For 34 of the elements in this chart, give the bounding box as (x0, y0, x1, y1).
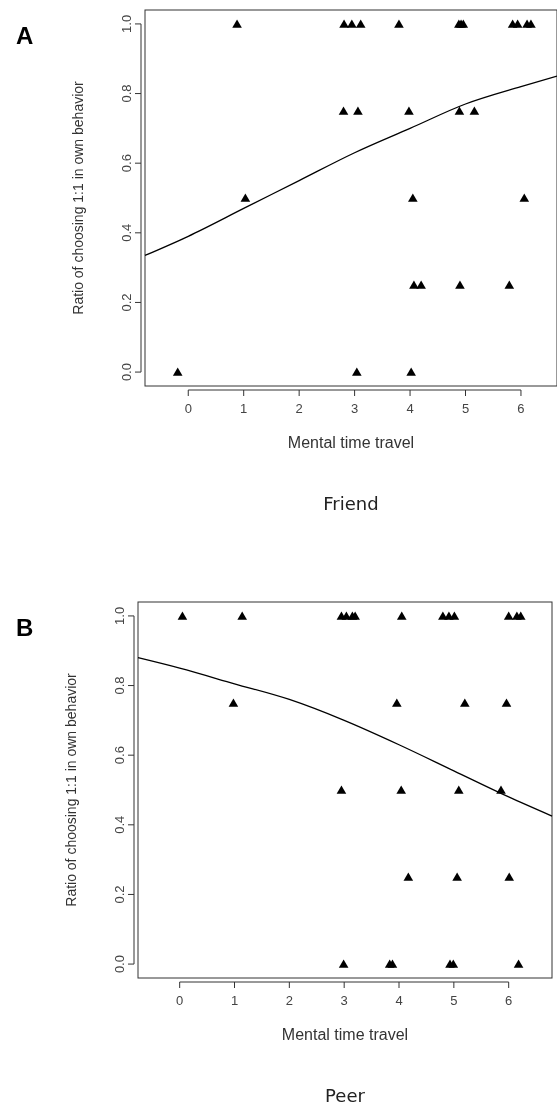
x-tick-label: 3 (340, 993, 348, 1008)
text: Friend (323, 493, 379, 514)
x-tick-label: 3 (350, 401, 359, 416)
y-tick-label: 0.4 (112, 815, 127, 834)
x-tick-label: 5 (450, 993, 458, 1008)
y-tick-label: 0.8 (112, 676, 127, 695)
y-tick-label: 1.0 (112, 606, 127, 625)
x-tick-label: 6 (517, 401, 525, 416)
text: Peer (325, 1085, 366, 1106)
y-tick-label: 1.0 (119, 14, 134, 33)
text: A (16, 22, 34, 49)
x-axis-title: Mental time travel (287, 434, 415, 451)
y-tick-label: 0.4 (119, 223, 134, 242)
y-tick-label: 0.2 (119, 293, 134, 312)
y-tick-label: 0.6 (112, 746, 127, 765)
x-tick-label: 2 (295, 401, 303, 416)
x-tick-label: 2 (285, 993, 293, 1008)
x-tick-label: 4 (406, 401, 414, 416)
y-tick-label: 0.0 (119, 363, 134, 382)
y-axis-title: Ratio of choosing 1:1 in own behavior (70, 80, 86, 315)
x-tick-label: 6 (505, 993, 513, 1008)
x-tick-label: 5 (461, 401, 470, 416)
y-axis-title: Ratio of choosing 1:1 in own behavior (63, 672, 79, 907)
x-tick-label: 4 (395, 993, 403, 1008)
text: B (16, 614, 34, 641)
x-tick-label: 0 (176, 993, 184, 1008)
y-tick-label: 0.6 (119, 154, 134, 173)
x-tick-label: 1 (240, 401, 248, 416)
y-tick-label: 0.8 (119, 84, 134, 103)
y-tick-label: 0.0 (112, 955, 127, 974)
x-axis-title: Mental time travel (281, 1026, 409, 1043)
x-tick-label: 1 (230, 993, 239, 1008)
y-tick-label: 0.2 (112, 885, 127, 904)
x-tick-label: 0 (184, 401, 192, 416)
